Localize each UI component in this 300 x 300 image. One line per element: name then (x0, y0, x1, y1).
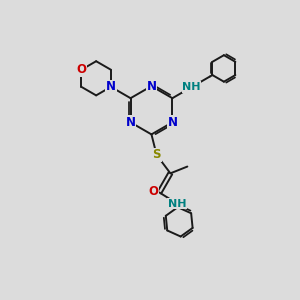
Text: NH: NH (182, 82, 201, 92)
Text: N: N (146, 80, 157, 93)
Text: N: N (167, 116, 177, 129)
Text: O: O (76, 63, 86, 76)
Text: NH: NH (168, 199, 187, 209)
Text: N: N (126, 116, 136, 129)
Text: O: O (148, 184, 158, 197)
Text: N: N (106, 80, 116, 93)
Text: S: S (152, 148, 161, 161)
